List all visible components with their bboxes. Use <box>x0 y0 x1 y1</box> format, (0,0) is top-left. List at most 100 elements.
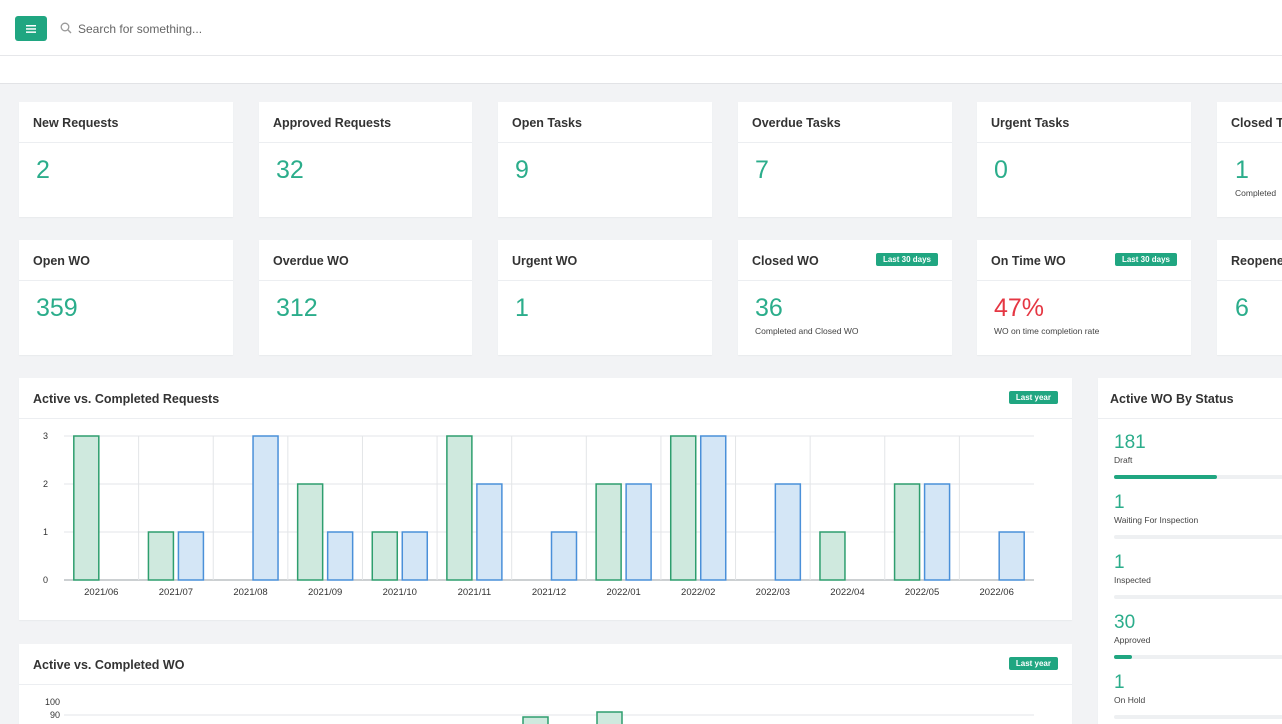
x-tick-label: 2021/12 <box>532 587 566 598</box>
status-item-draft[interactable]: 181 Draft <box>1114 433 1282 493</box>
card-value: 47% <box>994 294 1045 322</box>
card-subtitle: Completed and Closed WO <box>755 326 859 336</box>
bar-completed <box>326 531 354 581</box>
chart-title: Active vs. Completed Requests <box>33 392 220 406</box>
y-tick-label: 100 <box>45 697 60 707</box>
x-tick-label: 2022/06 <box>980 587 1014 598</box>
card-value: 0 <box>994 156 1008 184</box>
kpi-card-new-requests[interactable]: New Requests 2 <box>19 102 233 217</box>
card-title: Reopene <box>1231 254 1282 268</box>
x-tick-label: 2021/11 <box>458 587 492 598</box>
kpi-card-overdue-wo[interactable]: Overdue WO 312 <box>259 240 472 355</box>
kpi-card-closed-wo[interactable]: Closed WO Last 30 days 36 Completed and … <box>738 240 952 355</box>
hamburger-icon <box>26 24 36 33</box>
wo-status-card: Active WO By Status 181 Draft 1 Waiting … <box>1098 378 1282 724</box>
kpi-card-urgent-wo[interactable]: Urgent WO 1 <box>498 240 712 355</box>
kpi-card-overdue-tasks[interactable]: Overdue Tasks 7 <box>738 102 952 217</box>
card-title: Active WO By Status <box>1110 392 1234 406</box>
y-tick-label: 3 <box>43 431 48 441</box>
kpi-card-on-time-wo[interactable]: On Time WO Last 30 days 47% WO on time c… <box>977 240 1191 355</box>
bar-active <box>893 483 921 581</box>
kpi-card-open-tasks[interactable]: Open Tasks 9 <box>498 102 712 217</box>
chart-title: Active vs. Completed WO <box>33 658 185 672</box>
card-value: 36 <box>755 294 783 322</box>
card-value: 6 <box>1235 294 1249 322</box>
bar-completed <box>476 483 503 581</box>
x-tick-label: 2021/07 <box>159 587 193 598</box>
search-input[interactable] <box>76 18 380 40</box>
card-title: Overdue Tasks <box>752 116 841 130</box>
bar-completed <box>252 435 279 581</box>
card-value: 2 <box>36 156 50 184</box>
bar-active <box>669 435 697 581</box>
bar-active <box>446 435 473 581</box>
status-label: Approved <box>1114 635 1151 645</box>
bar-active <box>73 435 100 581</box>
status-progress-track <box>1114 655 1282 659</box>
status-count: 1 <box>1114 492 1125 513</box>
card-value: 7 <box>755 156 769 184</box>
menu-button[interactable] <box>15 16 47 41</box>
bar-active <box>371 531 399 581</box>
status-progress-fill <box>1114 655 1132 659</box>
status-count: 1 <box>1114 672 1125 693</box>
status-count: 30 <box>1114 612 1136 633</box>
card-title: Closed WO <box>752 254 819 268</box>
card-title: Open WO <box>33 254 90 268</box>
card-subtitle: Completed <box>1235 188 1277 198</box>
card-title: On Time WO <box>991 254 1066 268</box>
top-bar <box>0 0 1282 56</box>
x-tick-label: 2022/03 <box>756 587 790 598</box>
x-tick-label: 2022/02 <box>681 587 715 598</box>
period-badge: Last 30 days <box>875 253 938 266</box>
card-title: Urgent WO <box>512 254 578 268</box>
kpi-card-approved-requests[interactable]: Approved Requests 32 <box>259 102 472 217</box>
bar-completed <box>177 531 205 581</box>
card-title: New Requests <box>33 116 119 130</box>
kpi-card-open-wo[interactable]: Open WO 359 <box>19 240 233 355</box>
card-value: 312 <box>276 294 318 322</box>
period-badge: Last year <box>1008 391 1058 404</box>
status-label: Inspected <box>1114 575 1151 585</box>
bar-completed <box>550 531 578 581</box>
card-value: 1 <box>1235 156 1249 184</box>
status-item-on-hold[interactable]: 1 On Hold <box>1114 673 1282 724</box>
bar-active <box>819 531 846 581</box>
x-tick-label: 2021/08 <box>233 587 267 598</box>
card-subtitle: WO on time completion rate <box>994 326 1100 336</box>
kpi-card-reopened[interactable]: Reopene 6 <box>1217 240 1282 355</box>
status-item-inspected[interactable]: 1 Inspected <box>1114 553 1282 613</box>
status-count: 1 <box>1114 552 1125 573</box>
period-badge: Last 30 days <box>1114 253 1177 266</box>
card-value: 32 <box>276 156 304 184</box>
kpi-card-urgent-tasks[interactable]: Urgent Tasks 0 <box>977 102 1191 217</box>
bar-active <box>296 483 324 581</box>
bar-completed <box>699 435 727 581</box>
wo-bar-chart: 100 90 <box>45 697 1034 724</box>
x-tick-label: 2021/10 <box>383 587 417 598</box>
card-value: 1 <box>515 294 529 322</box>
status-progress-track <box>1114 595 1282 599</box>
status-progress-fill <box>1114 475 1217 479</box>
status-item-approved[interactable]: 30 Approved <box>1114 613 1282 673</box>
wo-chart-card: Active vs. Completed WO Last year 100 90 <box>19 644 1072 724</box>
requests-bar-chart: 0 1 2 3 2021/06 2021/07 2021/08 2021/09 2021/10 2… <box>43 431 1034 598</box>
status-label: Waiting For Inspection <box>1114 515 1199 525</box>
status-label: Draft <box>1114 455 1133 465</box>
status-label: On Hold <box>1114 695 1146 705</box>
bar-completed <box>625 483 652 581</box>
y-tick-label: 0 <box>43 575 48 585</box>
card-title: Urgent Tasks <box>991 116 1070 130</box>
bar-completed <box>774 483 802 581</box>
status-count: 181 <box>1114 432 1146 453</box>
status-list: 181 Draft 1 Waiting For Inspection 1 Ins… <box>1114 433 1282 724</box>
x-tick-label: 2022/05 <box>905 587 939 598</box>
card-title: Approved Requests <box>273 116 392 130</box>
kpi-card-closed-tasks[interactable]: Closed T 1 Completed <box>1217 102 1282 217</box>
x-tick-label: 2022/04 <box>830 587 864 598</box>
card-title: Closed T <box>1231 116 1282 130</box>
x-tick-label: 2021/09 <box>308 587 342 598</box>
status-item-waiting-for-inspection[interactable]: 1 Waiting For Inspection <box>1114 493 1282 553</box>
bar-completed <box>401 531 429 581</box>
card-title: Overdue WO <box>273 254 349 268</box>
